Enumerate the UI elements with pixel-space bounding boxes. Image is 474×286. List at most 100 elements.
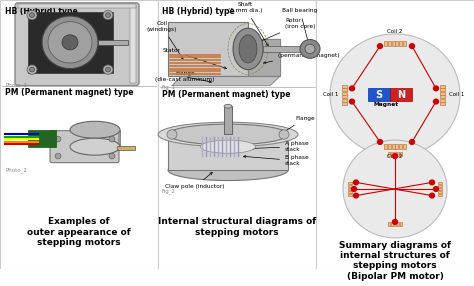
- Circle shape: [434, 99, 438, 104]
- Circle shape: [429, 180, 435, 185]
- Polygon shape: [248, 39, 280, 76]
- Text: Shaft
(5 mm dia.): Shaft (5 mm dia.): [228, 2, 268, 46]
- Circle shape: [279, 130, 289, 139]
- Text: Photo_1: Photo_1: [5, 83, 27, 88]
- Bar: [438, 185, 442, 187]
- Bar: [158, 0, 316, 269]
- Bar: [390, 88, 412, 101]
- FancyBboxPatch shape: [15, 3, 139, 86]
- Bar: [438, 191, 442, 193]
- Text: A phase
stack: A phase stack: [252, 141, 309, 152]
- Bar: [28, 130, 56, 147]
- Text: Ball bearing: Ball bearing: [283, 8, 318, 45]
- Text: Summary diagrams of
internal structures of
stepping motors
(Bipolar PM motor): Summary diagrams of internal structures …: [339, 241, 451, 281]
- Text: Stator: Stator: [163, 48, 227, 69]
- Text: HB (Hybrid) type: HB (Hybrid) type: [162, 7, 235, 16]
- Circle shape: [349, 99, 355, 104]
- Bar: [130, 6, 136, 83]
- Circle shape: [434, 86, 438, 91]
- Bar: [399, 144, 402, 149]
- Bar: [440, 102, 446, 105]
- Bar: [384, 41, 387, 45]
- Circle shape: [106, 13, 110, 17]
- Ellipse shape: [168, 160, 288, 180]
- Circle shape: [55, 153, 61, 159]
- Circle shape: [109, 153, 115, 159]
- Text: PM (Permanent magnet) type: PM (Permanent magnet) type: [5, 88, 134, 98]
- Text: Flange
(die-cast aluminum): Flange (die-cast aluminum): [155, 72, 215, 83]
- Text: B phase
stack: B phase stack: [244, 155, 309, 166]
- Circle shape: [103, 65, 113, 74]
- Circle shape: [343, 140, 447, 238]
- Text: Fig_2: Fig_2: [162, 188, 176, 194]
- Bar: [348, 185, 352, 187]
- Bar: [348, 182, 352, 184]
- Bar: [368, 88, 390, 101]
- Circle shape: [62, 35, 78, 50]
- Bar: [403, 144, 406, 149]
- Ellipse shape: [158, 122, 298, 147]
- Bar: [391, 222, 393, 226]
- Bar: [224, 106, 232, 134]
- Circle shape: [392, 154, 398, 158]
- Circle shape: [29, 67, 35, 72]
- Bar: [438, 194, 442, 196]
- Bar: [400, 222, 402, 226]
- Text: Coil 2: Coil 2: [387, 154, 403, 158]
- Text: Coil 1: Coil 1: [323, 92, 339, 98]
- Ellipse shape: [70, 121, 120, 138]
- Circle shape: [55, 136, 61, 142]
- Bar: [440, 88, 446, 91]
- Text: Coil 1: Coil 1: [449, 92, 465, 98]
- Text: Flange: Flange: [283, 116, 315, 132]
- Bar: [388, 41, 391, 45]
- Bar: [394, 222, 396, 226]
- Bar: [400, 152, 402, 156]
- Text: PM (Permanent magnet) type: PM (Permanent magnet) type: [162, 90, 291, 99]
- Ellipse shape: [168, 124, 288, 145]
- Text: Magnet
(permanent magnet): Magnet (permanent magnet): [264, 47, 340, 64]
- Bar: [28, 12, 113, 73]
- Bar: [388, 152, 390, 156]
- Bar: [168, 134, 288, 170]
- Circle shape: [377, 44, 383, 48]
- Bar: [440, 99, 446, 102]
- Circle shape: [410, 140, 414, 144]
- Bar: [348, 188, 352, 190]
- Text: Claw pole (inductor): Claw pole (inductor): [165, 172, 225, 189]
- Text: S: S: [375, 90, 383, 100]
- Bar: [263, 46, 308, 52]
- Bar: [440, 85, 446, 88]
- Circle shape: [352, 187, 356, 191]
- Ellipse shape: [224, 104, 232, 108]
- Bar: [403, 41, 406, 45]
- Bar: [397, 152, 400, 156]
- Text: Fig_1: Fig_1: [162, 85, 176, 90]
- Bar: [392, 41, 395, 45]
- Bar: [384, 144, 387, 149]
- Bar: [0, 0, 158, 269]
- Bar: [388, 144, 391, 149]
- Text: Examples of
outer appearance of
stepping motors: Examples of outer appearance of stepping…: [27, 217, 131, 247]
- Bar: [388, 222, 390, 226]
- Bar: [348, 194, 352, 196]
- Bar: [391, 152, 393, 156]
- Text: N: N: [397, 90, 405, 100]
- Bar: [343, 92, 347, 95]
- Circle shape: [354, 193, 358, 198]
- Circle shape: [109, 136, 115, 142]
- Bar: [440, 95, 446, 98]
- Bar: [18, 4, 136, 7]
- Circle shape: [103, 10, 113, 20]
- Circle shape: [349, 86, 355, 91]
- Circle shape: [48, 22, 92, 63]
- Ellipse shape: [201, 140, 255, 153]
- Bar: [343, 99, 347, 102]
- Circle shape: [106, 67, 110, 72]
- Circle shape: [354, 180, 358, 185]
- Circle shape: [305, 44, 315, 53]
- Bar: [316, 0, 474, 269]
- Ellipse shape: [70, 138, 120, 155]
- Text: Magnet: Magnet: [374, 102, 399, 107]
- Circle shape: [392, 220, 398, 224]
